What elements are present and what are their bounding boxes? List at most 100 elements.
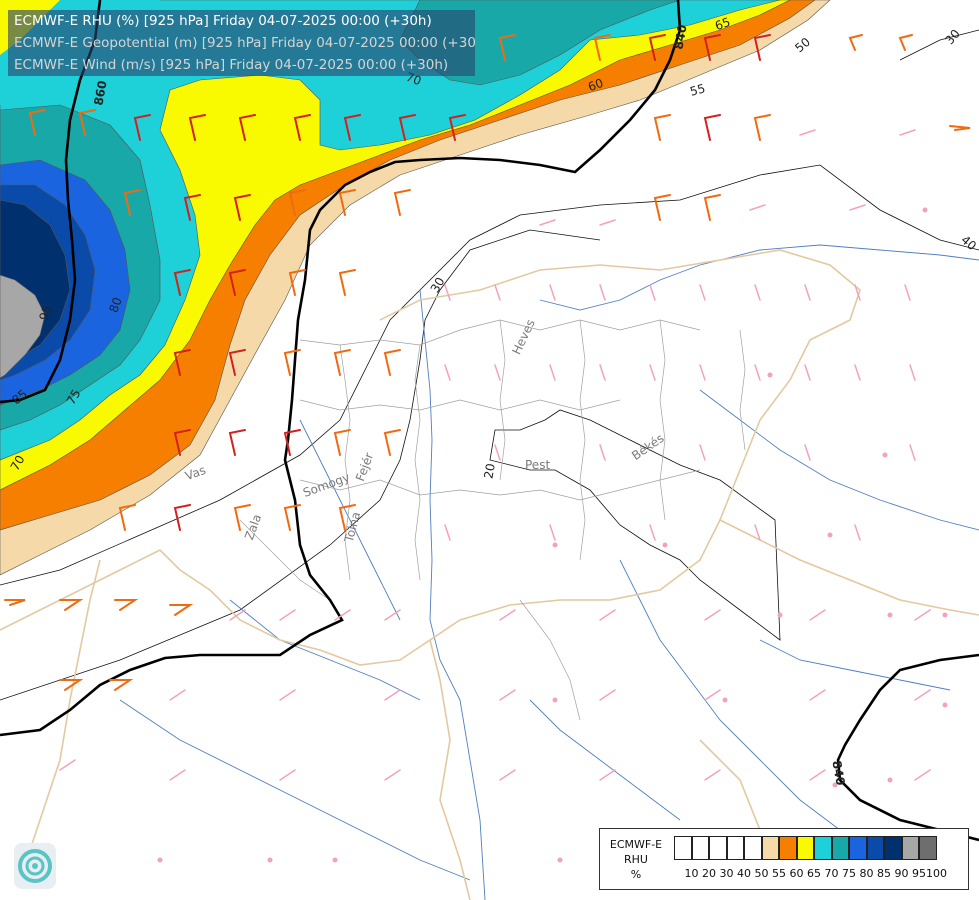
wind-barb (749, 204, 766, 211)
wind-barb (599, 689, 616, 701)
wind-barb (338, 504, 356, 531)
wind-barb (169, 604, 194, 616)
wind-barb (539, 219, 556, 226)
wind-barb (448, 114, 466, 141)
wind-barb (599, 284, 606, 301)
hgt-860-line (0, 0, 102, 404)
legend-swatch (726, 836, 744, 860)
wind-barb (233, 504, 251, 531)
wind-barb (909, 364, 916, 381)
wind-barbs (4, 34, 971, 863)
wind-barb (118, 504, 136, 531)
legend-swatch (691, 836, 709, 860)
wind-barb (848, 34, 863, 51)
wind-barb (279, 609, 296, 621)
county-borders (239, 319, 746, 721)
wind-barb (228, 349, 246, 376)
rhu-legend: ECMWF-E RHU % 10 20 30 40 50 55 60 65 70 75 80 85 90… (599, 828, 969, 890)
wind-barb (279, 769, 296, 781)
wind-barb (809, 769, 826, 781)
legend-tick-label: 95 (912, 867, 926, 880)
wind-barb (383, 349, 401, 376)
country-borders (0, 249, 979, 900)
wind-barb (59, 599, 84, 611)
wind-barb (804, 284, 811, 301)
legend-swatch (674, 836, 692, 860)
wind-barb (799, 129, 816, 136)
wind-barb (849, 204, 866, 211)
wind-barb (228, 429, 246, 456)
legend-tick-label: 40 (737, 867, 751, 880)
wind-barb (494, 284, 501, 301)
title-rhu: ECMWF-E RHU (%) [925 hPa] Friday 04-07-2… (14, 13, 432, 29)
legend-title-line-2: RHU (624, 853, 648, 866)
wind-barb (704, 689, 721, 701)
place-label-pest: Pest (525, 458, 551, 472)
wind-barb (188, 114, 206, 141)
wind-barb (754, 524, 761, 541)
legend-tick-label: 20 (702, 867, 716, 880)
wind-barb (444, 364, 451, 381)
wind-barb (949, 125, 971, 131)
wind-barb (914, 689, 931, 701)
legend-swatch (919, 836, 937, 860)
legend-tick-label: 30 (719, 867, 734, 880)
wind-barb (499, 689, 516, 701)
wind-barb (804, 364, 811, 381)
wind-barb (384, 689, 401, 701)
wind-barb (754, 284, 761, 301)
legend-swatch (814, 836, 832, 860)
legend-swatch (709, 836, 727, 860)
wind-barb (114, 599, 139, 611)
legend-tick-label: 65 (807, 867, 821, 880)
logo-icon (14, 843, 56, 889)
wind-barb (914, 769, 931, 781)
wind-barb (904, 284, 911, 301)
wind-barb (549, 284, 556, 301)
legend-swatch (779, 836, 797, 860)
wind-barb (173, 504, 191, 531)
wind-barb (494, 364, 501, 381)
wind-barb (283, 349, 301, 376)
wind-barb (283, 429, 301, 456)
wind-barb (648, 34, 666, 61)
wind-barb (494, 444, 501, 461)
wind-barb (173, 349, 191, 376)
legend-swatch (796, 836, 814, 860)
wind-barb (649, 364, 656, 381)
wind-barb (549, 364, 556, 381)
wind-barb (914, 609, 931, 621)
wind-barb (384, 769, 401, 781)
hgt-840-line (0, 0, 682, 737)
wind-barb (393, 189, 411, 216)
legend-title: ECMWF-E RHU % (600, 837, 672, 882)
wind-barb (899, 129, 916, 136)
wind-barb (599, 364, 606, 381)
legend-title-line-1: ECMWF-E (609, 838, 663, 851)
rh-band-65 (0, 0, 791, 491)
wind-barb (384, 609, 401, 621)
wind-barb (288, 269, 306, 296)
legend-swatches (674, 836, 937, 862)
wind-barb (599, 609, 616, 621)
wind-barb (599, 769, 616, 781)
wind-barb (699, 284, 706, 301)
wind-barb (229, 609, 246, 621)
wind-barb (754, 364, 761, 381)
legend-tick-label: 85 (877, 867, 891, 880)
legend-swatch (901, 836, 919, 860)
wind-barb (804, 444, 811, 461)
legend-swatch (744, 836, 762, 860)
wind-barb (283, 504, 301, 531)
wind-barb (4, 599, 26, 606)
wind-barb (909, 444, 916, 461)
wind-barb (498, 34, 516, 61)
legend-swatch (866, 836, 884, 860)
legend-tick-label: 70 (824, 867, 839, 880)
wind-barb (549, 524, 556, 541)
wind-barb (854, 524, 861, 541)
wind-barb (338, 269, 356, 296)
legend-tick-label: 100 (926, 867, 947, 880)
wind-barb (169, 769, 186, 781)
map-title-panel: ECMWF-E RHU (%) [925 hPa] Friday 04-07-2… (8, 10, 475, 76)
